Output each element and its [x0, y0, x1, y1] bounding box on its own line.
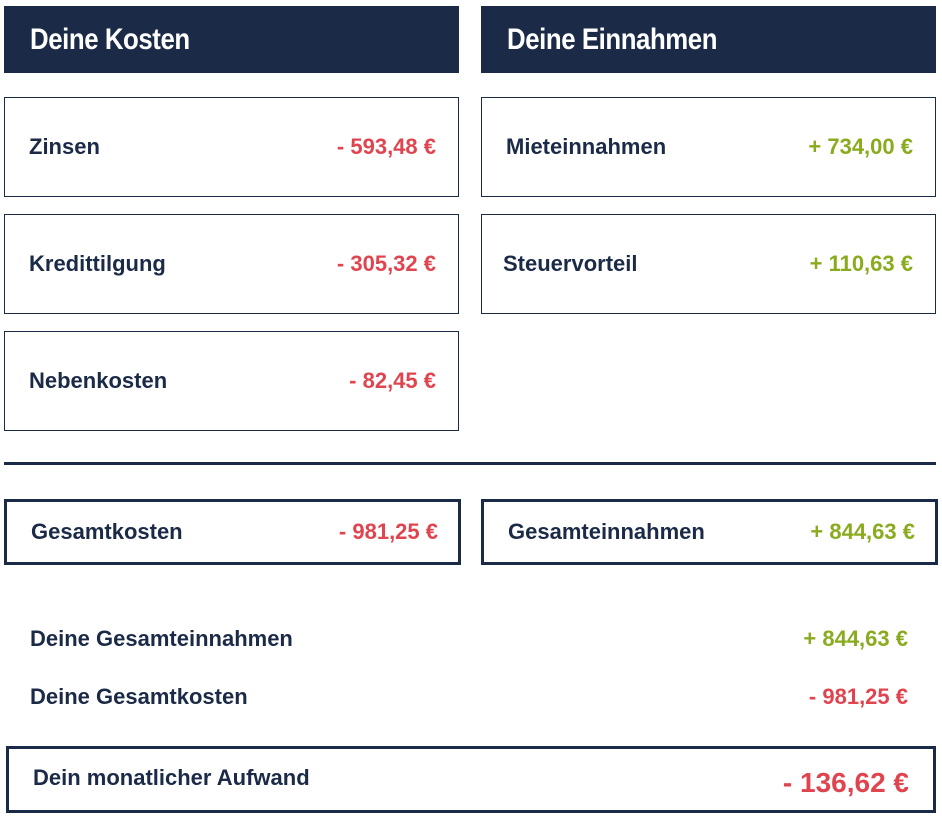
- income-item-steuervorteil: Steuervorteil + 110,63 €: [481, 214, 936, 314]
- result-label: Dein monatlicher Aufwand: [33, 765, 310, 790]
- income-item-value: + 110,63 €: [809, 251, 913, 276]
- summary-income-value: + 844,63 €: [803, 626, 908, 651]
- income-total-value: + 844,63 €: [810, 519, 915, 544]
- monthly-expense-result: Dein monatlicher Aufwand - 136,62 €: [6, 746, 936, 813]
- cost-item-label: Kredittilgung: [29, 251, 166, 276]
- cost-item-nebenkosten: Nebenkosten - 82,45 €: [4, 331, 459, 431]
- cost-item-value: - 593,48 €: [336, 134, 436, 159]
- costs-header: Deine Kosten: [4, 6, 459, 73]
- cost-item-value: - 82,45 €: [349, 368, 436, 393]
- costs-total-value: - 981,25 €: [338, 519, 438, 544]
- cost-item-label: Zinsen: [29, 134, 100, 159]
- summary-costs-value: - 981,25 €: [808, 684, 908, 709]
- costs-total-label: Gesamtkosten: [31, 519, 183, 544]
- income-item-label: Mieteinnahmen: [506, 134, 667, 159]
- summary-costs-label: Deine Gesamtkosten: [30, 684, 248, 709]
- income-header-title: Deine Einnahmen: [507, 22, 718, 56]
- income-total-label: Gesamteinnahmen: [508, 519, 705, 544]
- result-value: - 136,62 €: [782, 767, 909, 798]
- income-total: Gesamteinnahmen + 844,63 €: [481, 499, 938, 565]
- income-item-label: Steuervorteil: [503, 251, 638, 276]
- income-item-value: + 734,00 €: [808, 134, 913, 159]
- costs-total: Gesamtkosten - 981,25 €: [4, 499, 461, 565]
- income-item-mieteinnahmen: Mieteinnahmen + 734,00 €: [481, 97, 936, 197]
- costs-header-title: Deine Kosten: [30, 22, 190, 56]
- cost-item-value: - 305,32 €: [336, 251, 436, 276]
- cost-item-kredittilgung: Kredittilgung - 305,32 €: [4, 214, 459, 314]
- summary-costs-row: Deine Gesamtkosten - 981,25 €: [30, 684, 908, 710]
- income-header: Deine Einnahmen: [481, 6, 936, 73]
- cost-item-zinsen: Zinsen - 593,48 €: [4, 97, 459, 197]
- summary-income-row: Deine Gesamteinnahmen + 844,63 €: [30, 626, 908, 652]
- summary-income-label: Deine Gesamteinnahmen: [30, 626, 293, 651]
- cost-item-label: Nebenkosten: [29, 368, 168, 393]
- section-divider: [4, 462, 936, 465]
